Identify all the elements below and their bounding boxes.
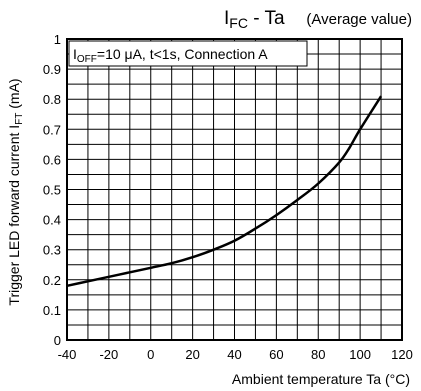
y-axis-label: Trigger LED forward current IFT (mA) xyxy=(6,78,25,305)
annotation-box xyxy=(68,40,308,67)
y-tick-label: 0.1 xyxy=(43,303,61,318)
annotation-sub: OFF xyxy=(77,54,97,65)
y-tick-label: 0 xyxy=(54,333,61,348)
y-tick-label: 0.8 xyxy=(43,92,61,107)
y-axis-ticks: 0 0.1 0.2 0.3 0.4 0.5 0.6 0.7 0.8 0.9 1 xyxy=(43,32,61,348)
annotation-text: IOFF=10 μA, t<1s, Connection A xyxy=(73,46,268,65)
y-tick-label: 0.4 xyxy=(43,213,61,228)
chart-title-rest: - Ta xyxy=(248,8,285,29)
series-line xyxy=(66,95,383,288)
grid xyxy=(67,39,402,340)
y-tick-label: 1 xyxy=(54,32,61,47)
chart-title: IFC - Ta xyxy=(224,8,285,31)
x-tick-label: 80 xyxy=(311,347,325,362)
chart-title-main: I xyxy=(224,8,229,29)
chart-title-sub: FC xyxy=(229,15,248,31)
x-tick-label: 20 xyxy=(185,347,199,362)
chart-subtitle: (Average value) xyxy=(306,11,412,28)
x-tick-label: -20 xyxy=(99,347,118,362)
y-tick-label: 0.9 xyxy=(43,62,61,77)
x-tick-label: 120 xyxy=(391,347,413,362)
y-axis-label-sub: FT xyxy=(14,113,25,125)
annotation-pre: I xyxy=(73,46,77,62)
y-tick-label: 0.6 xyxy=(43,152,61,167)
y-axis-label-main: Trigger LED forward current I xyxy=(6,125,22,306)
x-tick-label: 40 xyxy=(227,347,241,362)
x-tick-label: 0 xyxy=(147,347,154,362)
y-tick-label: 0.5 xyxy=(43,183,61,198)
annotation-post: =10 μA, t<1s, Connection A xyxy=(97,46,268,62)
y-tick-label: 0.7 xyxy=(43,122,61,137)
y-axis-label-unit: (mA) xyxy=(6,78,22,112)
x-tick-label: 60 xyxy=(269,347,283,362)
plot-frame xyxy=(66,38,403,341)
x-tick-label: -40 xyxy=(58,347,77,362)
y-tick-label: 0.3 xyxy=(43,243,61,258)
x-tick-label: 100 xyxy=(349,347,371,362)
y-tick-label: 0.2 xyxy=(43,273,61,288)
x-axis-label: Ambient temperature Ta (°C) xyxy=(232,371,410,387)
x-axis-ticks: -40 -20 0 20 40 60 80 100 120 xyxy=(58,347,413,362)
